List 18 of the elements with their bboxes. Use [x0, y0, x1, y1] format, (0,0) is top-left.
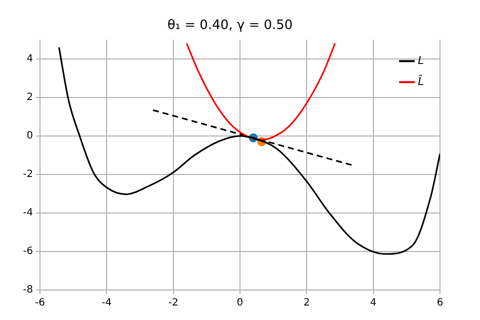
y-tick-label: -6 [22, 246, 33, 258]
chart-title: θ₁ = 0.40, γ = 0.50 [167, 18, 293, 34]
x-tick-label: -2 [168, 298, 178, 309]
x-tick-label: 4 [370, 298, 377, 309]
x-tick-label: -4 [102, 298, 112, 309]
x-tick-label: -6 [34, 298, 45, 309]
y-tick-label: 0 [26, 130, 33, 142]
x-tick-label: 0 [236, 298, 244, 309]
x-tick-label: 2 [303, 298, 310, 309]
legend-label: L̂ [418, 74, 424, 88]
x-tick-label: 6 [436, 298, 444, 309]
y-tick-label: 4 [26, 53, 33, 64]
line-series [58, 46, 440, 255]
y-tick-label: -8 [22, 284, 33, 296]
y-tick-label: -4 [22, 208, 33, 219]
y-tick-label: 2 [26, 92, 33, 103]
y-tick-label: -2 [22, 169, 33, 180]
legend-label: L [418, 54, 424, 67]
